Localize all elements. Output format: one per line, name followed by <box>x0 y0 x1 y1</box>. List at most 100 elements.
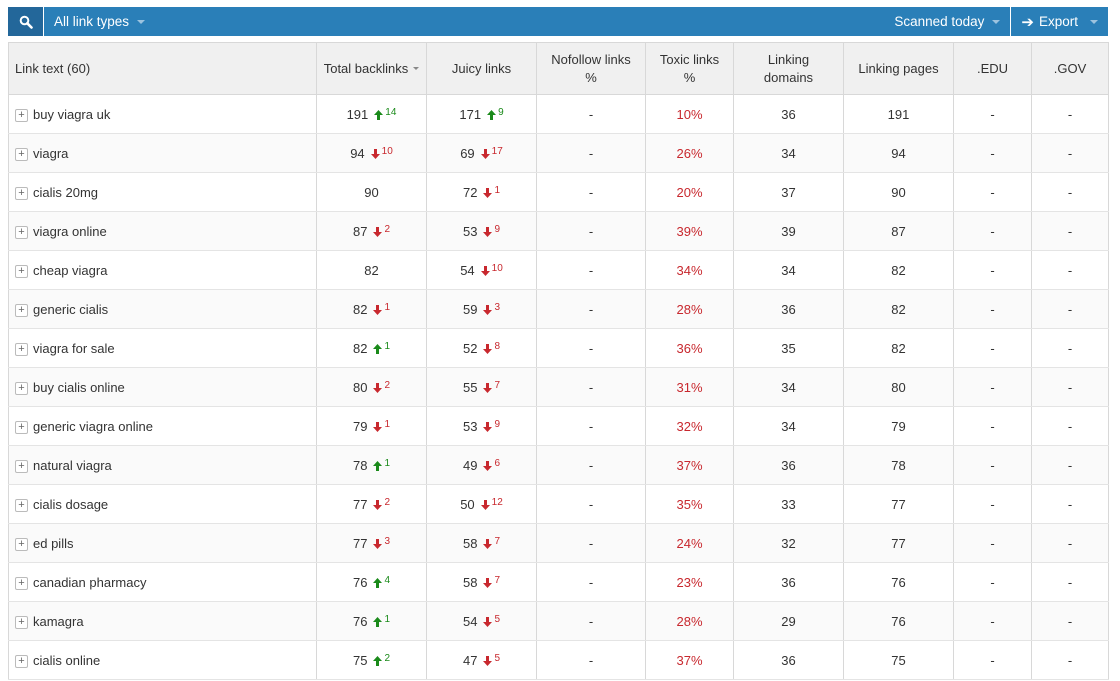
column-header-juicy-links[interactable]: Juicy links <box>426 42 537 95</box>
table-row[interactable]: + generic viagra online 79 1 53 9-32% 34 79- - <box>8 406 1109 446</box>
expand-plus-icon[interactable]: + <box>15 303 28 317</box>
gov-cell: - <box>1031 406 1109 446</box>
toxic-cell: 31% <box>645 367 734 407</box>
table-row[interactable]: + buy viagra uk 191 14 171 9-10% 36 191- - <box>8 94 1109 134</box>
total-backlinks-cell: 191 14 <box>316 94 427 134</box>
column-header-label: Linking pages <box>858 60 939 76</box>
expand-plus-icon[interactable]: + <box>15 108 28 122</box>
gov-cell: - <box>1031 562 1109 602</box>
scanned-dropdown[interactable]: Scanned today <box>884 7 1010 36</box>
trend-down-icon <box>483 382 493 395</box>
table-row[interactable]: + ed pills 77 3 58 7-24% 32 77- - <box>8 523 1109 563</box>
edu-cell: - <box>953 289 1032 329</box>
trend-down-icon <box>483 460 493 473</box>
linking-pages-cell: 82 <box>843 328 954 368</box>
edu-cell: - <box>953 94 1032 134</box>
trend-down-icon <box>483 304 493 317</box>
juicy-links-value: 54 <box>462 613 478 629</box>
juicy-links-value: 52 <box>462 340 478 356</box>
linking-pages-cell: 82 <box>843 289 954 329</box>
column-header-label: Total backlinks <box>323 60 409 76</box>
column-header-gov[interactable]: .GOV <box>1031 42 1109 95</box>
trend-down-icon <box>373 382 383 395</box>
toxic-cell: 28% <box>645 601 734 641</box>
expand-plus-icon[interactable]: + <box>15 147 28 161</box>
link-types-dropdown[interactable]: All link types <box>44 7 155 36</box>
link-text: cialis dosage <box>33 496 109 512</box>
juicy-links-cell: 72 1 <box>426 172 537 212</box>
nofollow-cell: - <box>536 250 646 290</box>
delta-value: 2 <box>384 223 391 235</box>
column-header-link-text[interactable]: Link text (60) <box>8 42 317 95</box>
nofollow-cell: - <box>536 484 646 524</box>
link-text-cell: + viagra online <box>8 211 317 251</box>
juicy-links-value: 55 <box>462 379 478 395</box>
table-row[interactable]: + cialis 20mg 90 72 1-20% 37 90- - <box>8 172 1109 212</box>
expand-plus-icon[interactable]: + <box>15 342 28 356</box>
total-backlinks-cell: 76 4 <box>316 562 427 602</box>
delta-value: 12 <box>491 496 503 508</box>
link-text: kamagra <box>33 613 84 629</box>
toxic-cell: 39% <box>645 211 734 251</box>
chevron-down-icon <box>992 19 1001 24</box>
column-header-edu[interactable]: .EDU <box>953 42 1032 95</box>
expand-plus-icon[interactable]: + <box>15 186 28 200</box>
table-row[interactable]: + viagra online 87 2 53 9-39% 39 87- - <box>8 211 1109 251</box>
total-backlinks-value: 191 <box>346 106 369 122</box>
juicy-links-cell: 53 9 <box>426 406 537 446</box>
linking-domains-cell: 35 <box>733 328 844 368</box>
expand-plus-icon[interactable]: + <box>15 615 28 629</box>
expand-plus-icon[interactable]: + <box>15 225 28 239</box>
toxic-cell: 32% <box>645 406 734 446</box>
edu-cell: - <box>953 484 1032 524</box>
expand-plus-icon[interactable]: + <box>15 537 28 551</box>
expand-plus-icon[interactable]: + <box>15 459 28 473</box>
table-row[interactable]: + natural viagra 78 1 49 6-37% 36 78- - <box>8 445 1109 485</box>
table-row[interactable]: + viagra for sale 82 1 52 8-36% 35 82- - <box>8 328 1109 368</box>
toolbar: All link types Scanned today ➔ Export <box>8 7 1108 36</box>
column-header-linking-domains[interactable]: Linking domains <box>733 42 844 95</box>
export-button[interactable]: ➔ Export <box>1010 7 1108 36</box>
linking-domains-cell: 36 <box>733 562 844 602</box>
table-row[interactable]: + cialis dosage 77 2 50 12-35% 33 77- - <box>8 484 1109 524</box>
table-row[interactable]: + kamagra 76 1 54 5-28% 29 76- - <box>8 601 1109 641</box>
expand-plus-icon[interactable]: + <box>15 654 28 668</box>
trend-down-icon <box>483 187 493 200</box>
table-row[interactable]: + generic cialis 82 1 59 3-28% 36 82- - <box>8 289 1109 329</box>
toxic-cell: 28% <box>645 289 734 329</box>
column-header-nofollow-links[interactable]: Nofollow links% <box>536 42 646 95</box>
expand-plus-icon[interactable]: + <box>15 576 28 590</box>
table-row[interactable]: + canadian pharmacy 76 4 58 7-23% 36 76- - <box>8 562 1109 602</box>
column-header-toxic-links[interactable]: Toxic links% <box>645 42 734 95</box>
trend-down-icon <box>483 616 493 629</box>
table-row[interactable]: + cheap viagra 82 54 10-34% 34 82- - <box>8 250 1109 290</box>
expand-plus-icon[interactable]: + <box>15 264 28 278</box>
column-header-linking-pages[interactable]: Linking pages <box>843 42 954 95</box>
table-row[interactable]: + cialis online 75 2 47 5-37% 36 75- - <box>8 640 1109 680</box>
table-row[interactable]: + viagra 94 10 69 17-26% 34 94- - <box>8 133 1109 173</box>
juicy-links-value: 47 <box>462 652 478 668</box>
expand-plus-icon[interactable]: + <box>15 381 28 395</box>
expand-plus-icon[interactable]: + <box>15 420 28 434</box>
column-header-total-backlinks[interactable]: Total backlinks <box>316 42 427 95</box>
delta-value: 1 <box>384 301 391 313</box>
expand-plus-icon[interactable]: + <box>15 498 28 512</box>
gov-cell: - <box>1031 211 1109 251</box>
search-button[interactable] <box>8 7 44 36</box>
gov-cell: - <box>1031 523 1109 563</box>
total-backlinks-cell: 82 1 <box>316 328 427 368</box>
juicy-links-cell: 58 7 <box>426 562 537 602</box>
link-text-cell: + natural viagra <box>8 445 317 485</box>
linking-domains-cell: 39 <box>733 211 844 251</box>
edu-cell: - <box>953 367 1032 407</box>
linking-pages-cell: 77 <box>843 523 954 563</box>
total-backlinks-cell: 78 1 <box>316 445 427 485</box>
total-backlinks-value: 75 <box>352 652 368 668</box>
link-text-cell: + generic viagra online <box>8 406 317 446</box>
toxic-cell: 36% <box>645 328 734 368</box>
total-backlinks-cell: 82 <box>316 250 427 290</box>
table-row[interactable]: + buy cialis online 80 2 55 7-31% 34 80- - <box>8 367 1109 407</box>
linking-domains-cell: 34 <box>733 250 844 290</box>
delta-value: 10 <box>381 145 393 157</box>
delta-value: 3 <box>384 535 391 547</box>
